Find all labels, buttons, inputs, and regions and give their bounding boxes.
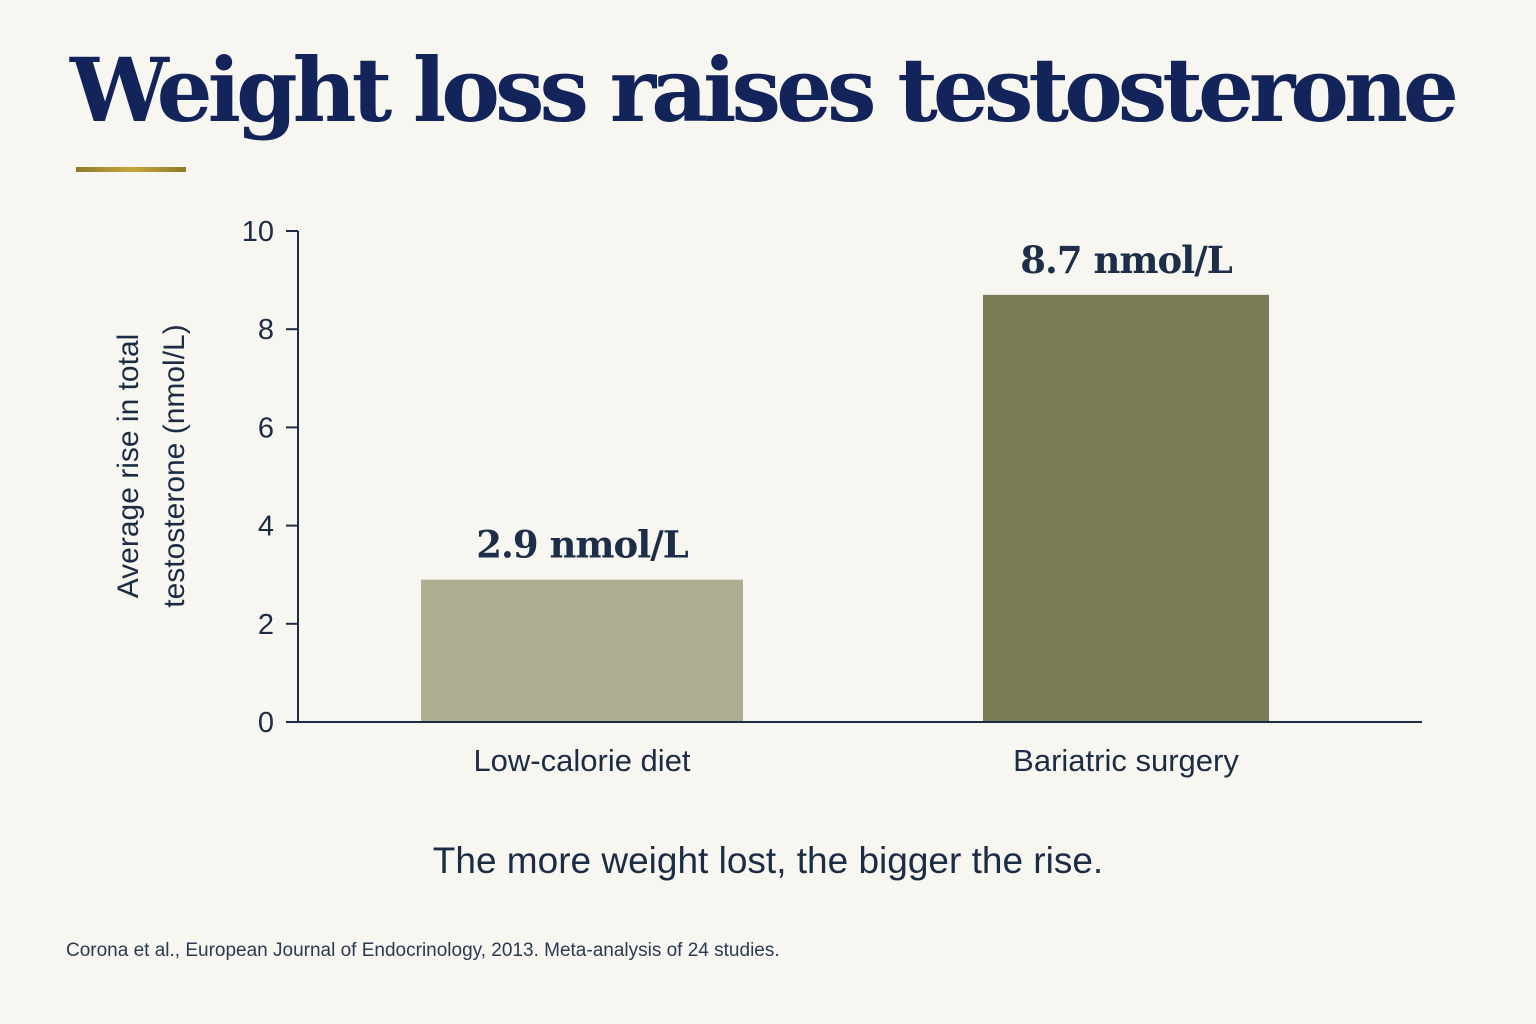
y-axis-ticks: 0 2 4 6 8 10 [242,216,298,739]
y-tick-label: 8 [258,314,274,346]
y-axis-title-line: Average rise in total [112,334,145,599]
y-axis-title: Average rise in total testosterone (nmol/… [112,324,191,607]
bar-bariatric-surgery [983,294,1269,722]
y-axis-label: Average rise in total testosterone (nmol/… [112,324,191,607]
y-tick-label: 4 [258,511,274,543]
category-label: Bariatric surgery [1013,743,1239,778]
data-label: 8.7 nmol/L [1020,238,1233,282]
y-tick-label: 10 [242,216,274,248]
y-axis-title-line: testosterone (nmol/L) [158,324,191,607]
source-citation: Corona et al., European Journal of Endoc… [66,940,780,961]
y-tick-label: 6 [258,412,274,444]
data-labels: 2.9 nmol/L 8.7 nmol/L [476,238,1234,567]
bar-low-calorie-diet [421,579,743,722]
chart-subtitle: The more weight lost, the bigger the ris… [432,840,1104,881]
category-labels: Low-calorie diet Bariatric surgery [473,743,1239,778]
title-accent-rule [76,167,186,172]
y-tick-label: 0 [258,707,274,739]
chart-title: Weight loss raises testosterone [70,38,1459,142]
bars [421,294,1269,722]
data-label: 2.9 nmol/L [476,523,689,567]
category-label: Low-calorie diet [473,743,690,778]
y-tick-label: 2 [258,609,274,641]
